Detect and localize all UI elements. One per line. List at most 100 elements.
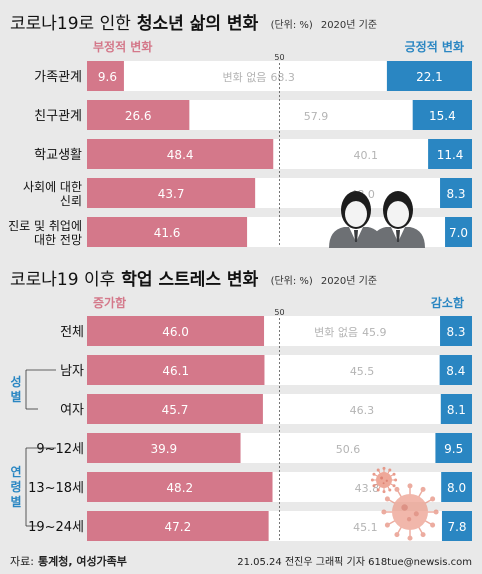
category-label: 여자 [60, 403, 84, 418]
student-tie [354, 230, 358, 242]
value-neutral: 45.1 [353, 521, 378, 534]
bar-positive [412, 100, 472, 130]
group-label-bg [8, 374, 24, 405]
value-negative: 43.7 [158, 187, 185, 201]
value-negative: 9.6 [98, 70, 117, 84]
value-negative: 46.1 [162, 364, 189, 378]
positive-legend: 긍정적 변화 [405, 39, 464, 54]
value-negative: 41.6 [154, 226, 181, 240]
value-positive: 15.4 [429, 109, 456, 123]
virus-icon-large [381, 483, 439, 541]
category-label: 13~18세 [28, 481, 84, 496]
bar-positive [428, 139, 472, 169]
category-label: 가족관계 [34, 70, 82, 85]
chart-title-main: 코로나19로 인한 [10, 14, 131, 34]
value-positive: 22.1 [416, 70, 443, 84]
bar-positive [441, 472, 472, 502]
value-neutral: 50.6 [336, 443, 361, 456]
source-line: 자료: 통계청, 여성가족부 [10, 554, 127, 568]
bar-positive [440, 394, 472, 424]
bar-neutral [240, 433, 436, 463]
unit-note-year: 2020년 기준 [321, 19, 377, 31]
bar-negative [87, 178, 256, 208]
value-neutral: 43.8 [355, 482, 380, 495]
bar-negative [87, 394, 263, 424]
value-neutral: 45.5 [350, 365, 375, 378]
unit-note: (단위: %) 2020년 기준 [271, 18, 378, 31]
value-positive: 8.3 [446, 187, 465, 201]
chart-title: 코로나19 이후 학업 스트레스 변화 [10, 270, 259, 290]
nochange-label: 변화 없음 [314, 326, 358, 339]
row-2: 여자 45.7 46.3 8.1 [60, 394, 472, 424]
bar-positive [439, 355, 472, 385]
credit: 21.05.24 전진우 그래픽 기자 618tue@newsis.com [237, 556, 472, 568]
bar-positive [441, 511, 472, 541]
category-label-line2: 신뢰 [60, 194, 82, 208]
bar-positive [440, 178, 472, 208]
category-label: 남자 [60, 364, 84, 379]
value-neutral: 46.3 [350, 404, 375, 417]
value-positive: 7.0 [449, 226, 468, 240]
bar-negative [87, 316, 265, 346]
value-negative: 48.4 [167, 148, 194, 162]
footer: 자료: 통계청, 여성가족부 21.05.24 전진우 그래픽 기자 618tue… [10, 554, 472, 568]
value-positive: 11.4 [437, 148, 464, 162]
category-label: 친구관계 [34, 109, 82, 124]
bar-negative [87, 472, 273, 502]
value-negative: 48.2 [166, 481, 193, 495]
bar-negative [87, 100, 190, 130]
bar-positive [445, 217, 472, 247]
value-negative: 45.7 [162, 403, 189, 417]
midpoint-tick-label: 50 [274, 53, 284, 62]
bar-negative [87, 511, 269, 541]
unit-note: (단위: %) 2020년 기준 [271, 274, 378, 287]
chart-title-bold: 학업 스트레스 변화 [121, 270, 258, 290]
bar-positive [386, 61, 472, 91]
value-positive: 9.5 [444, 442, 463, 456]
student-icon [329, 191, 383, 248]
value-neutral: 45.9 [362, 326, 387, 339]
student-fringe [343, 195, 369, 206]
value-positive: 8.4 [446, 364, 465, 378]
value-negative: 47.2 [165, 520, 192, 534]
category-label: 19~24세 [28, 520, 84, 535]
bar-negative [87, 433, 241, 463]
unit-note-year: 2020년 기준 [321, 275, 377, 287]
bar-neutral [262, 394, 441, 424]
bar-negative [87, 217, 248, 247]
value-positive: 8.1 [447, 403, 466, 417]
source-text: 통계청, 여성가족부 [38, 554, 127, 568]
bar-negative [87, 355, 265, 385]
bar-neutral [264, 316, 441, 346]
student-face [345, 201, 367, 227]
negative-legend: 부정적 변화 [93, 39, 152, 54]
value-positive: 7.8 [447, 520, 466, 534]
midpoint-tick-label: 50 [274, 308, 284, 317]
bar-neutral [189, 100, 413, 130]
bar-negative [87, 61, 124, 91]
bar-neutral [273, 139, 429, 169]
source-prefix: 자료: [10, 555, 34, 568]
negative-legend: 증가함 [93, 295, 126, 310]
row-3: 9~12세 39.9 50.6 9.5 [36, 433, 472, 463]
bar-positive [435, 433, 472, 463]
bar-neutral [123, 61, 387, 91]
bar-positive [440, 316, 472, 346]
virus-illustration [370, 466, 439, 541]
unit-note-unit: (단위: %) [271, 18, 313, 31]
student-icon [371, 191, 425, 248]
category-label-line2: 대한 전망 [34, 233, 82, 247]
bar-negative [87, 139, 274, 169]
chart-title-bold: 청소년 삶의 변화 [137, 13, 259, 34]
virus-icon-small [370, 466, 398, 494]
value-neutral: 40.1 [353, 149, 378, 162]
unit-note-unit: (단위: %) [271, 274, 313, 287]
row-0: 전체 46.0 변화 없음 45.9 8.3 [60, 316, 472, 346]
category-label: 9~12세 [36, 442, 84, 457]
